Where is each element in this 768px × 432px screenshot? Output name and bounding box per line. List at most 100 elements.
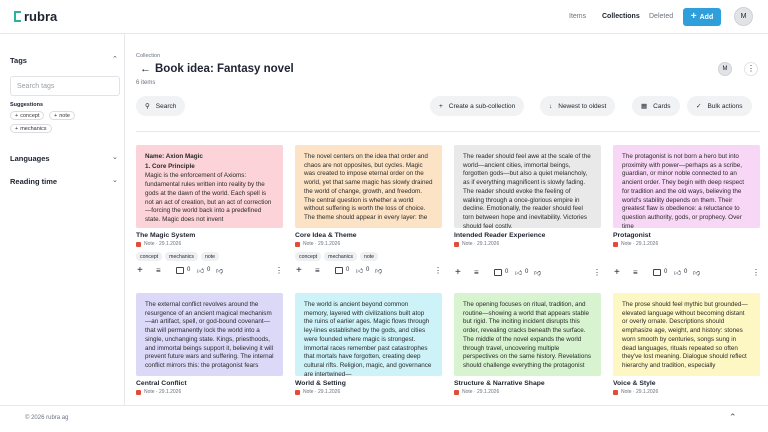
create-sub-button[interactable]: + Create a sub-collection — [430, 96, 525, 116]
scroll-top[interactable]: ⌃ — [729, 412, 737, 422]
kebab-icon[interactable]: ⋮ — [275, 266, 283, 275]
note-card[interactable]: The protagonist is not born a hero but i… — [613, 145, 760, 279]
preview-text: 1. Core Principle — [145, 162, 195, 170]
languages-heading[interactable]: Languages — [10, 154, 50, 163]
list-icon[interactable]: ≡ — [633, 268, 638, 277]
note-card[interactable]: The reader should feel awe at the scale … — [454, 145, 601, 279]
meta-text: Note · 29.1.2026 — [303, 389, 341, 395]
tag[interactable]: mechanics — [324, 252, 357, 261]
preview-text: The prose should feel mythic but grounde… — [622, 301, 748, 369]
like-icon-alt[interactable]: 👎︎ — [375, 268, 383, 275]
card-title[interactable]: Voice & Style — [613, 380, 656, 387]
note-card[interactable]: The novel centers on the idea that order… — [295, 145, 442, 277]
note-card[interactable]: Name: Axion Magic 1. Core Principle Magic … — [136, 145, 283, 277]
like-icon-alt[interactable]: 👎︎ — [216, 268, 224, 275]
tags-heading[interactable]: Tags — [10, 56, 27, 65]
note-card[interactable]: The prose should feel mythic but grounde… — [613, 293, 760, 395]
kebab-icon[interactable]: ⋮ — [593, 268, 601, 277]
add-icon[interactable]: + — [296, 265, 302, 276]
like-icon-alt[interactable]: 👎︎ — [534, 270, 542, 277]
tag[interactable]: note — [359, 252, 379, 261]
card-title[interactable]: The Magic System — [136, 232, 196, 239]
card-title[interactable]: Protagonist — [613, 232, 651, 239]
suggestion-chip[interactable]: + mechanics — [10, 124, 52, 133]
sidebar: Tags ⌃ Search tags Suggestions Languages… — [0, 34, 125, 405]
member-avatar[interactable]: M — [718, 62, 732, 76]
like-icon-alt[interactable]: 👎︎ — [693, 270, 701, 277]
card-title[interactable]: Intended Reader Experience — [454, 232, 546, 239]
tag[interactable]: concept — [136, 252, 163, 261]
tag[interactable]: note — [200, 252, 220, 261]
more-button[interactable]: ⋮ — [744, 62, 758, 76]
card-preview: The protagonist is not born a hero but i… — [613, 145, 760, 228]
comment-count: 0 — [664, 269, 668, 275]
list-icon[interactable]: ≡ — [474, 268, 479, 277]
like-count: 0 — [207, 267, 211, 273]
card-meta: Note · 29.1.2026 — [295, 389, 442, 395]
card-meta: Note · 29.1.2026 — [295, 241, 442, 247]
note-card[interactable]: The external conflict revolves around th… — [136, 293, 283, 395]
chevron-down[interactable]: ⌄ — [112, 177, 118, 184]
reading-time-heading[interactable]: Reading time — [10, 177, 58, 186]
card-title[interactable]: Central Conflict — [136, 380, 187, 387]
plus-icon: + — [690, 11, 697, 22]
tag[interactable]: concept — [295, 252, 322, 261]
like-count: 0 — [525, 269, 529, 275]
bulk-button[interactable]: ✓ Bulk actions — [687, 96, 752, 116]
nav-link[interactable]: Collections — [602, 13, 640, 20]
view-button[interactable]: ▦ Cards — [632, 96, 680, 116]
note-icon — [613, 389, 618, 395]
like-count: 0 — [684, 269, 688, 275]
tag[interactable]: mechanics — [165, 252, 198, 261]
tag-search[interactable]: Search tags — [10, 76, 120, 96]
comment-count: 0 — [187, 267, 191, 273]
add-icon[interactable]: + — [455, 267, 461, 278]
like-icon[interactable]: 👍︎ — [674, 270, 682, 277]
suggestion-chip[interactable]: + concept — [10, 111, 45, 120]
preview-text: The world is ancient beyond common memor… — [304, 301, 432, 376]
search-button[interactable]: ⚲ Search — [136, 96, 186, 116]
like-icon[interactable]: 👍︎ — [356, 268, 364, 275]
avatar[interactable]: M — [734, 7, 753, 26]
comment-icon[interactable] — [494, 269, 502, 276]
note-icon — [136, 389, 141, 395]
card-title[interactable]: Structure & Narrative Shape — [454, 380, 545, 387]
add-icon[interactable]: + — [137, 265, 143, 276]
like-icon[interactable]: 👍︎ — [515, 270, 523, 277]
logo[interactable]: rubra — [14, 9, 57, 24]
card-title[interactable]: Core Idea & Theme — [295, 232, 357, 239]
card-preview: The opening focuses on ritual, tradition… — [454, 293, 601, 376]
note-icon — [295, 389, 300, 395]
note-card[interactable]: The world is ancient beyond common memor… — [295, 293, 442, 395]
chevron-down[interactable]: ⌄ — [112, 154, 118, 161]
copyright: © 2026 rubra ag — [25, 415, 69, 421]
comment-icon[interactable] — [335, 267, 343, 274]
suggestion-chip[interactable]: + note — [49, 111, 75, 120]
nav-link[interactable]: Items — [569, 13, 587, 20]
back-arrow[interactable]: ← — [140, 63, 151, 75]
preview-text: The external conflict revolves around th… — [145, 301, 274, 369]
sort-label: Newest to oldest — [558, 102, 607, 110]
card-meta: Note · 29.1.2026 — [454, 241, 601, 247]
comment-icon[interactable] — [176, 267, 184, 274]
kebab-icon[interactable]: ⋮ — [434, 266, 442, 275]
kebab-icon[interactable]: ⋮ — [752, 268, 760, 277]
comment-icon[interactable] — [653, 269, 661, 276]
list-icon[interactable]: ≡ — [156, 266, 161, 275]
note-card[interactable]: The opening focuses on ritual, tradition… — [454, 293, 601, 395]
preview-text: The reader should feel awe at the scale … — [463, 153, 591, 228]
chevron-up[interactable]: ⌃ — [112, 56, 118, 63]
add-icon[interactable]: + — [614, 267, 620, 278]
card-actions: + ≡ 0 👍︎ 0 👎︎ ⋮ — [454, 267, 601, 279]
nav-link[interactable]: Deleted — [649, 13, 674, 20]
like-icon[interactable]: 👍︎ — [197, 268, 205, 275]
plus-icon: + — [15, 112, 19, 119]
list-icon[interactable]: ≡ — [315, 266, 320, 275]
add-button[interactable]: + Add — [683, 8, 721, 26]
sort-icon: ↓ — [549, 102, 553, 110]
card-title[interactable]: World & Setting — [295, 380, 346, 387]
chip-label: note — [59, 112, 70, 119]
sort-button[interactable]: ↓ Newest to oldest — [540, 96, 616, 116]
card-meta: Note · 29.1.2026 — [136, 241, 283, 247]
